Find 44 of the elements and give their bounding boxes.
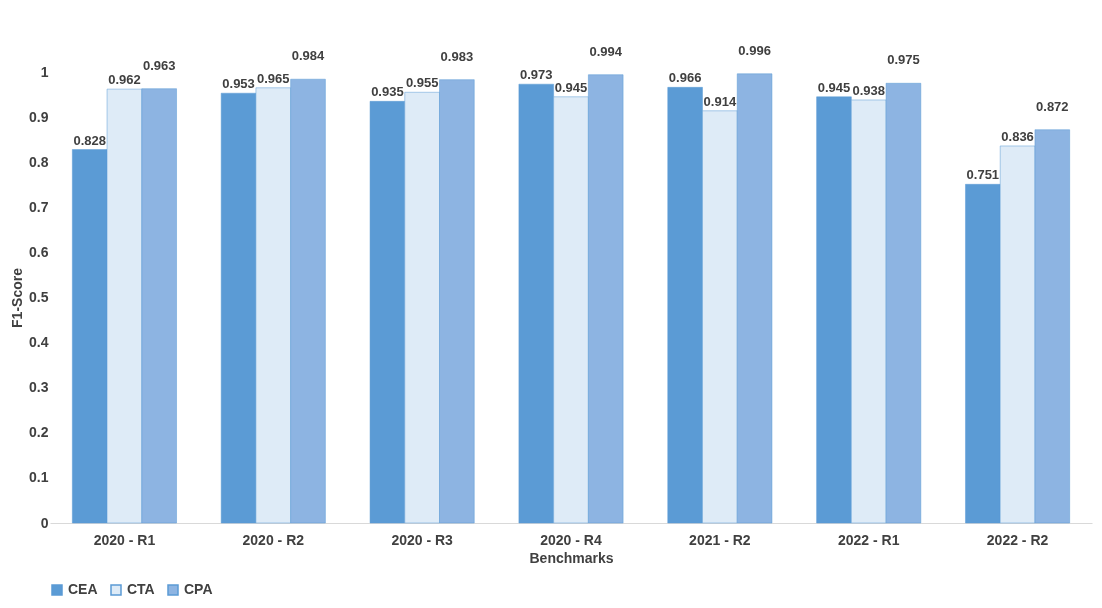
y-tick-label: 0.3 xyxy=(29,379,49,396)
x-tick-label: 2020 - R3 xyxy=(391,531,454,548)
legend-label: CTA xyxy=(127,581,155,597)
data-label: 0.872 xyxy=(1036,98,1069,114)
legend-label: CEA xyxy=(68,581,98,597)
x-tick-label: 2020 - R2 xyxy=(242,531,305,548)
data-label: 0.975 xyxy=(887,52,920,68)
data-label: 0.914 xyxy=(703,93,737,109)
y-axis-title: F1-Score xyxy=(9,267,26,328)
data-label: 0.751 xyxy=(966,167,1000,183)
x-tick-label: 2022 - R1 xyxy=(837,531,900,548)
data-label: 0.938 xyxy=(852,82,885,98)
data-label: 0.935 xyxy=(371,84,404,100)
y-tick-label: 0.4 xyxy=(29,334,49,351)
data-label: 0.945 xyxy=(554,79,588,95)
data-label: 0.973 xyxy=(519,67,553,83)
data-label: 0.962 xyxy=(108,72,141,88)
y-tick-label: 1 xyxy=(40,63,49,80)
y-tick-label: 0 xyxy=(40,514,49,531)
data-label: 0.836 xyxy=(1001,128,1034,144)
data-label: 0.955 xyxy=(405,75,439,91)
data-label: 0.945 xyxy=(817,79,851,95)
data-label: 0.994 xyxy=(589,43,623,59)
y-tick-label: 0.2 xyxy=(29,424,49,441)
y-tick-label: 0.5 xyxy=(29,289,49,305)
legend-label: CPA xyxy=(184,581,213,597)
x-tick-label: 2021 - R2 xyxy=(689,531,751,548)
data-label: 0.828 xyxy=(73,132,106,148)
data-label: 0.984 xyxy=(291,48,326,64)
data-label: 0.966 xyxy=(668,70,702,86)
data-label: 0.996 xyxy=(738,42,771,58)
x-tick-label: 2022 - R2 xyxy=(986,531,1049,548)
y-tick-label: 0.8 xyxy=(29,153,49,170)
y-tick-label: 0.9 xyxy=(29,108,49,125)
y-tick-label: 0.1 xyxy=(29,469,49,486)
x-axis-title: Benchmarks xyxy=(529,549,614,566)
data-label: 0.953 xyxy=(222,76,255,92)
data-label: 0.983 xyxy=(440,48,474,64)
x-tick-label: 2020 - R4 xyxy=(540,531,602,548)
y-tick-label: 0.6 xyxy=(29,243,49,260)
data-label: 0.963 xyxy=(142,57,176,73)
y-tick-label: 0.7 xyxy=(29,198,49,215)
x-tick-label: 2020 - R1 xyxy=(93,531,156,548)
data-label: 0.965 xyxy=(257,70,290,86)
